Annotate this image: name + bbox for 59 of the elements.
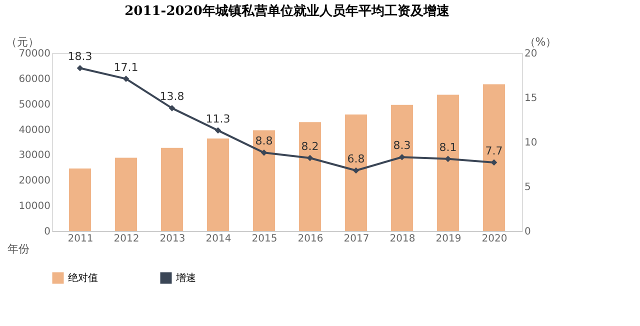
chart-title: 2011-2020年城镇私营单位就业人员年平均工资及增速	[124, 3, 450, 19]
y-tick-label: 40000	[18, 124, 50, 136]
data-label: 11.3	[206, 112, 230, 126]
point	[260, 150, 268, 156]
bar	[391, 104, 413, 231]
y2-axis-title: （%）	[524, 36, 557, 48]
data-label: 6.8	[347, 152, 365, 166]
legend-label: 绝对值	[68, 272, 98, 284]
bar	[345, 114, 367, 231]
x-tick-label: 2015	[252, 234, 278, 244]
point	[352, 167, 360, 174]
bar	[253, 130, 275, 231]
point	[76, 64, 84, 72]
data-label: 8.3	[393, 139, 411, 152]
data-label: 8.1	[439, 140, 457, 154]
y-axis-title: （元）	[6, 36, 39, 48]
data-label: 13.8	[160, 90, 184, 104]
y2-tick-label: 15	[524, 93, 538, 104]
data-label: 7.7	[485, 144, 503, 158]
y2-tick-label: 20	[524, 48, 538, 60]
bar	[69, 168, 91, 231]
data-label: 8.8	[255, 134, 273, 148]
x-axis-title: 年份	[8, 242, 30, 256]
point	[168, 105, 176, 112]
bar	[437, 94, 459, 231]
y-tick-label: 30000	[18, 150, 50, 162]
bar	[207, 138, 229, 231]
x-tick-label: 2012	[114, 234, 140, 244]
y2-tick-label: 10	[524, 138, 538, 148]
x-tick-label: 2017	[344, 234, 370, 244]
x-tick-label: 2020	[482, 234, 508, 244]
x-tick-label: 2018	[390, 234, 416, 244]
bar	[299, 122, 321, 231]
y-tick-label: 60000	[18, 74, 50, 85]
y-tick-label: 70000	[18, 48, 50, 60]
x-tick-label: 2014	[206, 234, 232, 244]
point	[306, 154, 314, 162]
y-tick-label: 0	[44, 226, 50, 238]
x-tick-label: 2011	[68, 234, 94, 244]
bar	[483, 84, 505, 231]
point	[490, 159, 498, 166]
point	[122, 76, 130, 82]
x-tick-label: 2019	[436, 234, 462, 244]
legend-label: 增速	[175, 272, 196, 284]
y-tick-label: 20000	[18, 176, 50, 187]
bar	[115, 158, 137, 231]
x-tick-label: 2013	[160, 234, 186, 244]
point	[444, 156, 452, 162]
y-tick-label: 50000	[18, 99, 50, 110]
bar	[161, 148, 183, 231]
data-label: 18.3	[68, 50, 92, 64]
y-tick-label: 10000	[18, 201, 50, 212]
y2-tick-label: 0	[524, 226, 531, 238]
data-label: 8.2	[301, 140, 319, 154]
data-label: 17.1	[114, 60, 138, 74]
y2-tick-label: 5	[524, 182, 531, 193]
point	[398, 154, 406, 160]
point	[214, 127, 222, 134]
x-tick-label: 2016	[298, 234, 324, 244]
